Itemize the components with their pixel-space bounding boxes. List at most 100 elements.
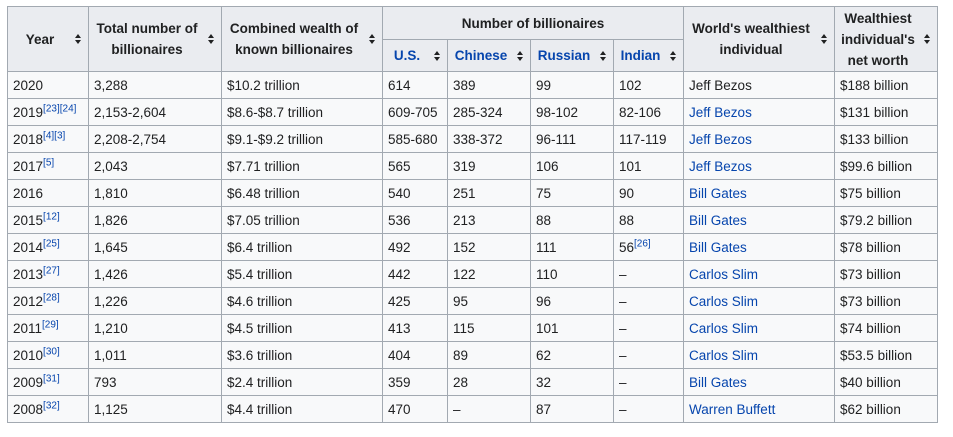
cell-us: 565 bbox=[382, 152, 448, 180]
table-row: 2011[29] 1,210 $4.5 trillion 413 115 101– Carl… bbox=[7, 314, 939, 342]
cell-chinese: 251 bbox=[447, 179, 531, 207]
reference-link[interactable]: [32] bbox=[43, 400, 60, 411]
cell-total: 2,043 bbox=[88, 152, 222, 180]
sort-icon[interactable] bbox=[517, 50, 523, 61]
cell-wealth: $9.1-$9.2 trillion bbox=[221, 125, 383, 153]
cell-russian: 75 bbox=[530, 179, 614, 207]
cell-net-worth: $73 billion bbox=[834, 287, 939, 315]
cell-indian: 88 bbox=[612, 206, 685, 234]
cell-russian: 87 bbox=[530, 395, 614, 423]
cell-indian: 102 bbox=[612, 71, 685, 99]
header-russian[interactable]: Russian bbox=[530, 39, 614, 72]
cell-us: 442 bbox=[382, 260, 448, 288]
header-chinese[interactable]: Chinese bbox=[447, 39, 531, 72]
sort-icon[interactable] bbox=[821, 34, 828, 44]
cell-chinese: 122 bbox=[447, 260, 531, 288]
person-link[interactable]: Carlos Slim bbox=[689, 266, 759, 282]
reference-link[interactable]: [30] bbox=[43, 346, 60, 357]
reference-link[interactable]: [26] bbox=[634, 238, 651, 249]
cell-us: 540 bbox=[382, 179, 448, 207]
cell-wealthiest-individual: Bill Gates bbox=[683, 206, 836, 234]
table-row: 2010[30] 1,011 $3.6 trillion 404 89 62– Carlos… bbox=[7, 341, 939, 369]
table-body: 2020 3,288 $10.2 trillion 614 389 99 102 Jeff B… bbox=[7, 71, 939, 423]
header-net-worth[interactable]: Wealthiest individual's net worth bbox=[834, 6, 939, 72]
cell-wealthiest-individual: Bill Gates bbox=[683, 233, 836, 261]
cell-total: 1,826 bbox=[88, 206, 222, 234]
cell-us: 492 bbox=[382, 233, 448, 261]
reference-link[interactable]: [28] bbox=[43, 292, 60, 303]
cell-wealthiest-individual: Carlos Slim bbox=[683, 287, 836, 315]
cell-us: 359 bbox=[382, 368, 448, 396]
person-link[interactable]: Warren Buffett bbox=[689, 401, 776, 417]
reference-link[interactable]: [23][24] bbox=[43, 103, 77, 114]
person-link[interactable]: Jeff Bezos bbox=[689, 131, 752, 147]
cell-net-worth: $99.6 billion bbox=[834, 152, 939, 180]
cell-russian: 96 bbox=[530, 287, 614, 315]
cell-net-worth: $74 billion bbox=[834, 314, 939, 342]
person-link[interactable]: Bill Gates bbox=[689, 212, 747, 228]
cell-total: 1,226 bbox=[88, 287, 222, 315]
table-row: 2018[4][3] 2,208-2,754 $9.1-$9.2 trillion 5… bbox=[7, 125, 939, 153]
cell-indian: – bbox=[612, 314, 685, 342]
person-link[interactable]: Bill Gates bbox=[689, 239, 747, 255]
header-number-of-billionaires: Number of billionaires bbox=[381, 6, 685, 40]
cell-chinese: 89 bbox=[447, 341, 531, 369]
cell-total: 1,125 bbox=[88, 395, 222, 423]
cell-chinese: – bbox=[447, 395, 531, 423]
cell-wealthiest-individual: Jeff Bezos bbox=[683, 125, 836, 153]
sort-icon[interactable] bbox=[369, 34, 375, 44]
cell-chinese: 338-372 bbox=[447, 125, 531, 153]
cell-wealthiest-individual: Jeff Bezos bbox=[683, 152, 836, 180]
cell-total: 793 bbox=[88, 368, 222, 396]
sort-icon[interactable] bbox=[75, 34, 81, 44]
table-row: 2019[23][24] 2,153-2,604 $8.6-$8.7 trillio… bbox=[7, 98, 939, 126]
sort-icon[interactable] bbox=[208, 34, 214, 44]
cell-russian: 99 bbox=[530, 71, 614, 99]
header-combined-wealth[interactable]: Combined wealth of known billionaires bbox=[221, 6, 383, 72]
sort-icon[interactable] bbox=[924, 34, 931, 44]
sort-icon[interactable] bbox=[600, 50, 606, 61]
person-link[interactable]: Bill Gates bbox=[689, 185, 747, 201]
cell-indian: – bbox=[612, 395, 685, 423]
cell-wealth: $3.6 trillion bbox=[221, 341, 383, 369]
cell-indian: – bbox=[612, 368, 685, 396]
cell-russian: 111 bbox=[530, 233, 614, 261]
cell-indian: 56[26] bbox=[612, 233, 685, 261]
reference-link[interactable]: [27] bbox=[43, 265, 60, 276]
sort-icon[interactable] bbox=[670, 50, 677, 61]
cell-net-worth: $62 billion bbox=[834, 395, 939, 423]
reference-link[interactable]: [29] bbox=[42, 319, 59, 330]
header-year[interactable]: Year bbox=[7, 6, 89, 72]
cell-total: 2,208-2,754 bbox=[88, 125, 222, 153]
header-us[interactable]: U.S. bbox=[382, 39, 448, 72]
header-indian[interactable]: Indian bbox=[612, 39, 685, 72]
reference-link[interactable]: [31] bbox=[43, 373, 60, 384]
header-wealthiest-individual[interactable]: World's wealthiest individual bbox=[683, 6, 836, 72]
table-row: 2012[28] 1,226 $4.6 trillion 425 95 96– Carlos… bbox=[7, 287, 939, 315]
cell-chinese: 285-324 bbox=[447, 98, 531, 126]
cell-indian: 82-106 bbox=[612, 98, 685, 126]
billionaires-table: Year Total number of billionaires Combin… bbox=[7, 6, 939, 423]
table-row: 2017[5] 2,043 $7.71 trillion 565 319 106 101 Je… bbox=[7, 152, 939, 180]
person-link[interactable]: Bill Gates bbox=[689, 374, 747, 390]
cell-us: 614 bbox=[382, 71, 448, 99]
reference-link[interactable]: [4][3] bbox=[43, 130, 66, 141]
sort-icon[interactable] bbox=[434, 50, 440, 61]
cell-wealthiest-individual: Carlos Slim bbox=[683, 341, 836, 369]
cell-chinese: 213 bbox=[447, 206, 531, 234]
reference-link[interactable]: [5] bbox=[43, 157, 55, 168]
header-total[interactable]: Total number of billionaires bbox=[88, 6, 222, 72]
person-link[interactable]: Jeff Bezos bbox=[689, 158, 752, 174]
person-link[interactable]: Carlos Slim bbox=[689, 320, 759, 336]
person-link[interactable]: Jeff Bezos bbox=[689, 104, 752, 120]
cell-chinese: 115 bbox=[447, 314, 531, 342]
cell-wealth: $4.5 trillion bbox=[221, 314, 383, 342]
cell-wealthiest-individual: Bill Gates bbox=[683, 368, 836, 396]
cell-russian: 98-102 bbox=[530, 98, 614, 126]
reference-link[interactable]: [25] bbox=[43, 238, 60, 249]
reference-link[interactable]: [12] bbox=[43, 211, 60, 222]
person-link[interactable]: Carlos Slim bbox=[689, 347, 759, 363]
cell-chinese: 95 bbox=[447, 287, 531, 315]
table-row: 2014[25] 1,645 $6.4 trillion 492 152 111 56[26… bbox=[7, 233, 939, 261]
person-link[interactable]: Carlos Slim bbox=[689, 293, 759, 309]
